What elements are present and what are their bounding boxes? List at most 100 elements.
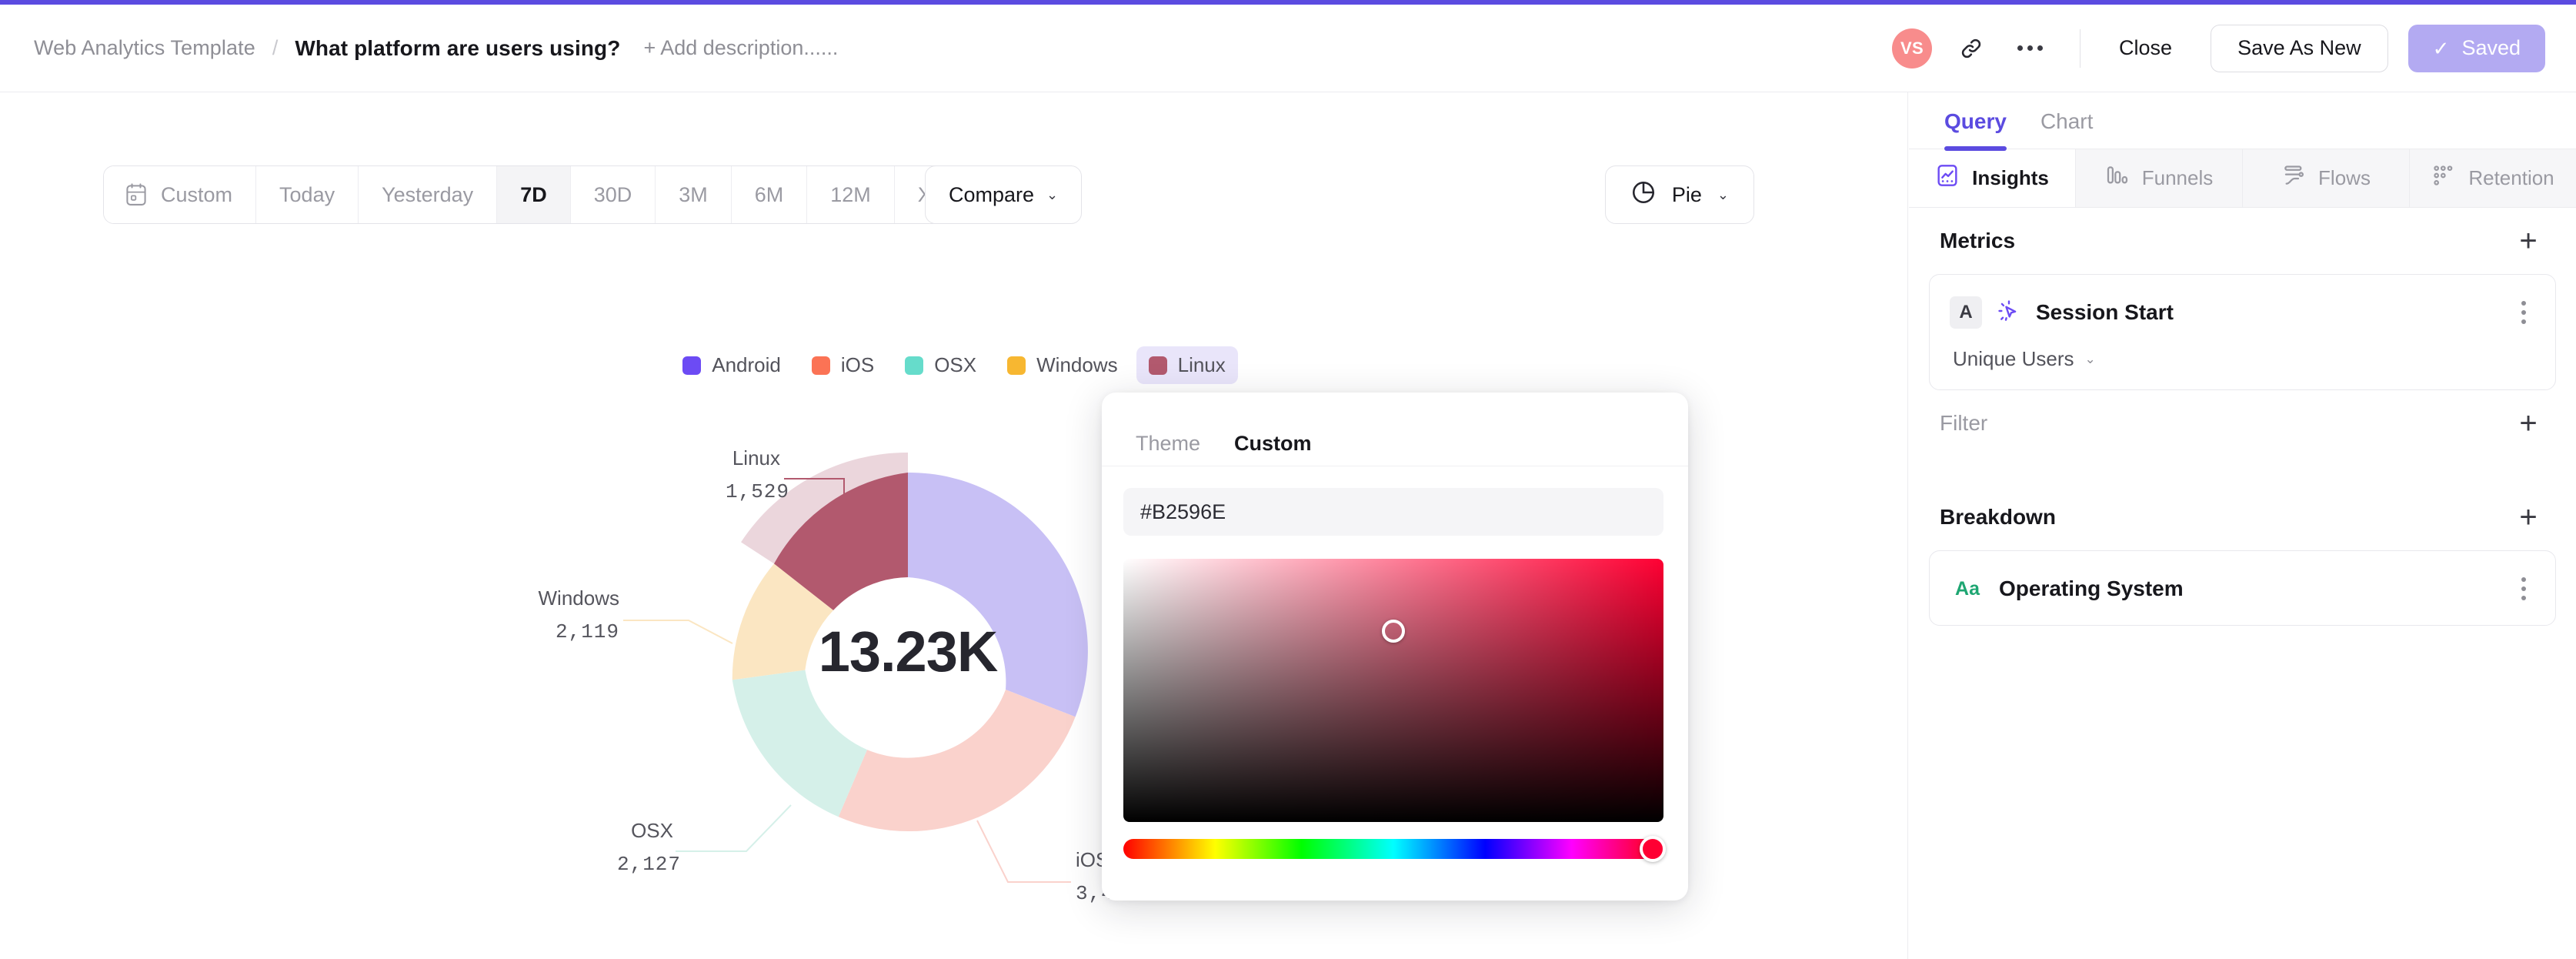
add-breakdown-button[interactable]: +	[2519, 500, 2538, 534]
breakdown-card-row: Aa Operating System	[1950, 571, 2535, 606]
add-metric-button[interactable]: +	[2519, 224, 2538, 258]
breakdown-title: Operating System	[1999, 576, 2184, 600]
pie-slice-ios[interactable]	[838, 690, 1076, 832]
breakdown-kebab-icon[interactable]	[2512, 571, 2535, 606]
pie-label-linux-value: 1,529	[726, 480, 789, 503]
ellipsis-icon[interactable]	[2006, 25, 2054, 72]
leader-line-linux	[784, 478, 845, 503]
color-picker-tab-theme[interactable]: Theme	[1136, 432, 1201, 455]
mode-funnels[interactable]: Funnels	[2076, 149, 2243, 207]
close-button[interactable]: Close	[2119, 36, 2173, 59]
metric-aggregation-dropdown[interactable]: Unique Users ⌄	[1953, 347, 2535, 371]
link-icon[interactable]	[1947, 25, 1995, 72]
saturation-panel[interactable]	[1123, 559, 1663, 822]
legend-swatch-linux	[1148, 356, 1167, 375]
date-range-today[interactable]: Today	[256, 166, 359, 223]
chevron-down-icon: ⌄	[1717, 186, 1729, 202]
avatar[interactable]: VS	[1892, 28, 1933, 68]
chart-type-label: Pie	[1671, 182, 1702, 206]
legend-swatch-android	[682, 356, 702, 375]
filter-section-header: Filter +	[1927, 390, 2558, 456]
tab-chart[interactable]: Chart	[2040, 109, 2094, 133]
legend-item-android[interactable]: Android	[670, 346, 793, 384]
date-range-30d[interactable]: 30D	[570, 166, 656, 223]
pie-label-linux-name: Linux	[732, 446, 780, 469]
section-spacer	[1909, 456, 2576, 484]
color-picker-tab-custom[interactable]: Custom	[1234, 432, 1312, 455]
date-range-12m[interactable]: 12M	[807, 166, 895, 223]
legend-swatch-osx	[905, 356, 924, 375]
hue-slider[interactable]	[1123, 836, 1666, 862]
mode-retention[interactable]: Retention	[2410, 149, 2576, 207]
retention-icon	[2431, 163, 2456, 193]
metrics-section-header: Metrics +	[1927, 208, 2558, 274]
query-panel: Query Chart Insights	[1909, 92, 2576, 959]
metric-badge: A	[1950, 296, 1982, 329]
legend-item-ios[interactable]: iOS	[799, 346, 886, 384]
legend-label-ios: iOS	[840, 353, 875, 376]
page-title[interactable]: What platform are users using?	[295, 35, 621, 60]
saturation-handle[interactable]	[1382, 620, 1405, 643]
pie-chart-icon	[1630, 179, 1657, 211]
mode-flows[interactable]: Flows	[2243, 149, 2410, 207]
pie-slice-windows[interactable]	[732, 563, 834, 680]
filter-section: Filter +	[1909, 390, 2576, 456]
legend-item-windows[interactable]: Windows	[995, 346, 1130, 384]
analysis-mode-segmented-control: Insights Funnels	[1909, 149, 2576, 208]
breakdown-card[interactable]: Aa Operating System	[1929, 550, 2556, 626]
pie-label-osx-value: 2,127	[617, 853, 681, 876]
pie-slice-linux[interactable]	[774, 473, 908, 610]
filter-section-title: Filter	[1940, 411, 1988, 435]
pie-center-total: 13.23K	[819, 620, 998, 683]
color-picker-popup[interactable]: Theme Custom	[1102, 393, 1688, 901]
app-header: Web Analytics Template / What platform a…	[0, 5, 2576, 92]
breadcrumb-separator: /	[272, 36, 279, 59]
chevron-down-icon: ⌄	[2084, 351, 2096, 366]
pie-chart: Linux 1,529 Windows 2,119 OSX 2,127 iOS …	[0, 389, 1908, 959]
hex-input[interactable]	[1123, 488, 1663, 536]
color-picker-tabs: Theme Custom	[1102, 393, 1688, 466]
compare-button[interactable]: Compare ⌄	[925, 165, 1083, 224]
metric-card[interactable]: A Session Start Unique Users ⌄	[1929, 274, 2556, 390]
flows-icon	[2281, 163, 2306, 193]
hue-track[interactable]	[1123, 839, 1663, 859]
pie-slice-android[interactable]	[908, 472, 1088, 717]
mode-insights[interactable]: Insights	[1909, 149, 2076, 207]
compare-button-label: Compare	[949, 182, 1035, 206]
mode-flows-label: Flows	[2318, 166, 2371, 189]
mode-retention-label: Retention	[2468, 166, 2554, 189]
saved-button[interactable]: ✓ Saved	[2407, 24, 2545, 72]
breakdown-badge: Aa	[1955, 577, 1980, 600]
breadcrumb: Web Analytics Template / What platform a…	[0, 36, 838, 61]
legend-item-linux[interactable]: Linux	[1136, 346, 1238, 384]
hue-handle[interactable]	[1640, 836, 1666, 862]
pie-slice-osx[interactable]	[732, 670, 867, 817]
breadcrumb-root[interactable]: Web Analytics Template	[34, 36, 255, 59]
funnels-icon	[2105, 163, 2130, 193]
add-filter-button[interactable]: +	[2519, 406, 2538, 440]
legend-item-osx[interactable]: OSX	[893, 346, 989, 384]
chart-type-button[interactable]: Pie ⌄	[1604, 165, 1754, 224]
metric-kebab-icon[interactable]	[2512, 295, 2535, 330]
calendar-icon	[125, 183, 147, 206]
add-description-button[interactable]: + Add description......	[643, 36, 839, 59]
date-range-6m[interactable]: 6M	[731, 166, 808, 223]
metric-card-row: A Session Start	[1950, 295, 2535, 330]
date-range-7d[interactable]: 7D	[497, 166, 571, 223]
date-range-yesterday[interactable]: Yesterday	[359, 166, 498, 223]
date-range-3m[interactable]: 3M	[656, 166, 732, 223]
insights-icon	[1935, 163, 1960, 193]
legend-swatch-ios	[811, 356, 830, 375]
save-as-new-button[interactable]: Save As New	[2211, 24, 2388, 72]
pie-chart-svg[interactable]: Linux 1,529 Windows 2,119 OSX 2,127 iOS …	[500, 389, 1408, 959]
date-range-custom-label: Custom	[161, 182, 233, 206]
date-range-custom[interactable]: Custom	[104, 166, 257, 223]
metric-title: Session Start	[2036, 300, 2174, 324]
chart-legend: Android iOS OSX Windows Linux	[0, 346, 1908, 384]
pie-label-windows-name: Windows	[539, 586, 619, 610]
ellipsis-dots	[2017, 45, 2043, 51]
saved-button-label: Saved	[2461, 36, 2521, 59]
chevron-down-icon: ⌄	[1046, 186, 1059, 202]
tab-query[interactable]: Query	[1927, 109, 2024, 151]
